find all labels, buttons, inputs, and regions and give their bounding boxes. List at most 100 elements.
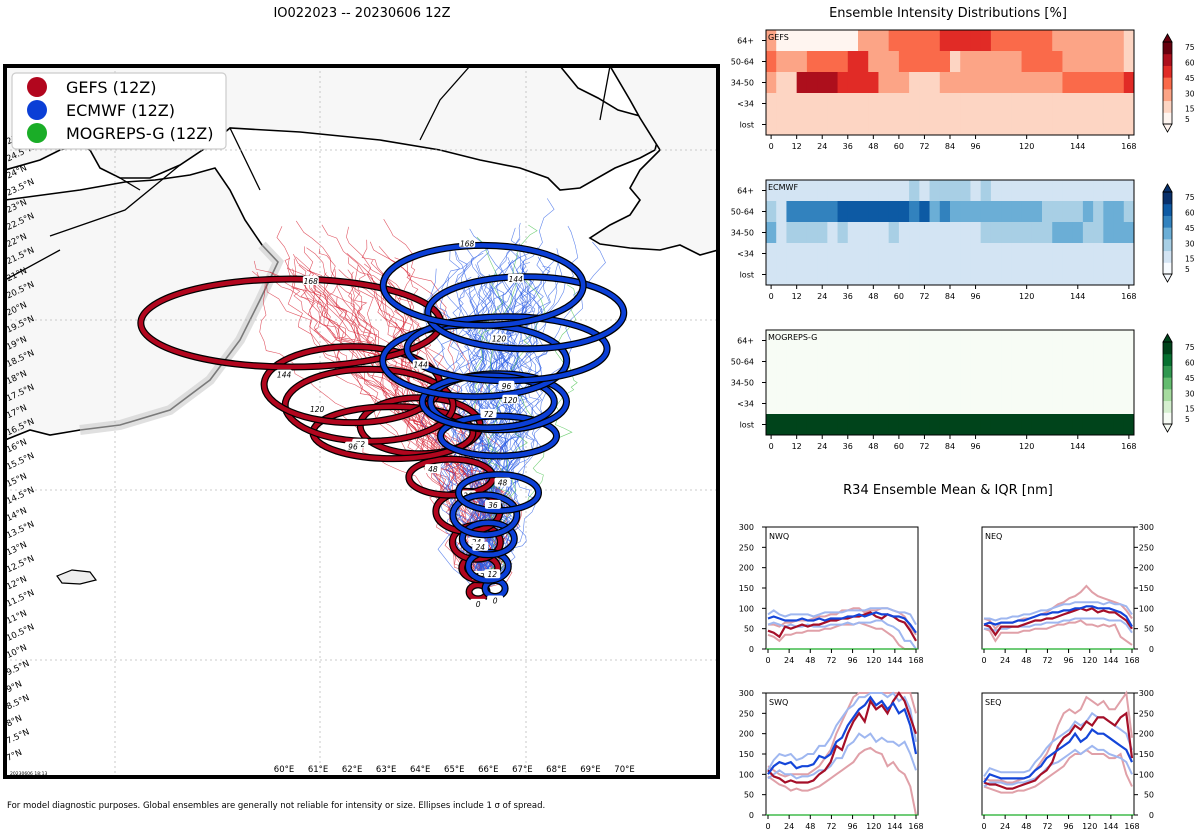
heatmap-cell <box>1042 330 1053 352</box>
heatmap-cell <box>898 243 910 265</box>
heatmap-cell <box>898 351 910 373</box>
heatmap-xtick-label: 12 <box>792 442 802 451</box>
heatmap-cell <box>1113 264 1125 286</box>
heatmap-cell <box>858 180 869 202</box>
colorbar-label: 30 <box>1185 239 1195 248</box>
footnote: For model diagnostic purposes. Global en… <box>7 801 545 811</box>
heatmap-cell <box>868 180 879 202</box>
heatmap-cell <box>1031 51 1043 73</box>
heatmap-cell <box>1123 114 1135 136</box>
track-member-line <box>445 284 490 588</box>
hour-label-bg <box>491 333 508 343</box>
heatmap-cell <box>1103 114 1115 136</box>
heatmap-gefs: GEFS 64+ 50-64 34-50 <34 lost 0 12 24 36 48 60 72 84 9… <box>731 29 1195 151</box>
heatmap-cell <box>970 393 982 415</box>
heatmap-cell <box>1031 414 1043 436</box>
heatmap-cell <box>766 51 777 73</box>
heatmap-cell <box>806 351 818 373</box>
colorbar-cap <box>1162 33 1173 43</box>
ellipse-ecmwf <box>425 274 627 351</box>
heatmap-cell <box>796 51 808 73</box>
heatmap-cell <box>766 264 777 286</box>
heatmap-cell <box>806 264 818 286</box>
heatmap-cell <box>888 372 900 394</box>
hour-label: 48 <box>498 479 508 488</box>
heatmap-cell <box>1093 414 1104 436</box>
heatmap-cell <box>1001 180 1012 202</box>
heatmap-cell <box>898 180 910 202</box>
r34-iqr-line <box>984 617 1133 634</box>
heatmap-cell <box>950 372 961 394</box>
heatmap-cell <box>1021 243 1033 265</box>
heatmap-cell <box>929 243 941 265</box>
heatmap-xtick-label: 72 <box>919 142 929 151</box>
heatmap-cell <box>776 372 787 394</box>
heatmap-cell <box>817 414 828 436</box>
heatmap-cell <box>1052 351 1063 373</box>
heatmap-cell <box>1103 264 1115 286</box>
heatmap-cell <box>980 30 992 52</box>
heatmap-cell <box>1123 72 1135 94</box>
r34-xtick-label: 144 <box>1103 656 1118 665</box>
heatmap-cell <box>990 393 1002 415</box>
heatmap-cell <box>939 201 951 223</box>
heatmap-xtick-label: 60 <box>894 142 904 151</box>
heatmap-cell <box>766 114 777 136</box>
colorbar-label: 15 <box>1185 105 1195 114</box>
heatmap-cell <box>1031 30 1043 52</box>
heatmap-cell <box>786 93 798 115</box>
heatmap-cell <box>898 330 910 352</box>
heatmap-cell <box>898 264 910 286</box>
r34-xtick-label: 0 <box>765 656 770 665</box>
heatmap-cell <box>786 330 798 352</box>
heatmap-cell <box>980 351 992 373</box>
heatmap-cell <box>837 393 849 415</box>
hour-label: 36 <box>488 501 498 510</box>
r34-ytick-label: 100 <box>739 770 754 779</box>
hour-label-bg <box>459 238 476 248</box>
heatmap-cell <box>878 264 890 286</box>
r34-xtick-label: 48 <box>805 822 815 831</box>
hour-label: 168 <box>460 239 475 248</box>
heatmap-cell <box>766 414 777 436</box>
colorbar-frame <box>1162 341 1173 425</box>
r34-xtick-label: 96 <box>1063 656 1073 665</box>
heatmap-cell <box>1072 201 1084 223</box>
heatmap-cell <box>847 114 859 136</box>
heatmap-xtick-label: 96 <box>970 292 980 301</box>
heatmap-cell <box>1011 72 1023 94</box>
heatmap-cell <box>837 30 849 52</box>
heatmap-cell <box>847 72 859 94</box>
heatmap-cell <box>1093 51 1104 73</box>
heatmap-cell <box>868 264 879 286</box>
heatmap-cell <box>960 114 971 136</box>
heatmap-ecmwf: ECMWF 64+ 50-64 34-50 <34 lost 0 12 24 36 48 60 72 84… <box>731 179 1195 301</box>
heatmap-cell <box>960 264 971 286</box>
r34-frame <box>765 526 919 650</box>
heatmap-cell <box>847 243 859 265</box>
heatmap-cell <box>868 243 879 265</box>
heatmap-xtick-label: 0 <box>769 142 774 151</box>
heatmap-cell <box>1042 180 1053 202</box>
heatmap-cell <box>847 93 859 115</box>
heatmap-xtick-label: 0 <box>769 292 774 301</box>
heatmap-cell <box>990 243 1002 265</box>
heatmap-cell <box>817 30 828 52</box>
heatmap-cell <box>786 72 798 94</box>
heatmap-cell <box>980 372 992 394</box>
heatmap-cell <box>1123 222 1135 244</box>
heatmap-cell <box>970 180 982 202</box>
heatmap-cell <box>1113 393 1125 415</box>
heatmap-cell <box>817 351 828 373</box>
heatmap-cell <box>909 243 920 265</box>
heatmap-cell <box>1001 372 1012 394</box>
heatmap-cell <box>858 264 869 286</box>
heatmap-cell <box>929 72 941 94</box>
heatmap-cell <box>919 243 931 265</box>
heatmap-cell <box>796 393 808 415</box>
heatmap-cell <box>1001 351 1012 373</box>
hour-label: 168 <box>304 277 319 286</box>
heatmap-cell <box>806 51 818 73</box>
heatmap-cell <box>980 72 992 94</box>
heatmap-cell <box>817 372 828 394</box>
